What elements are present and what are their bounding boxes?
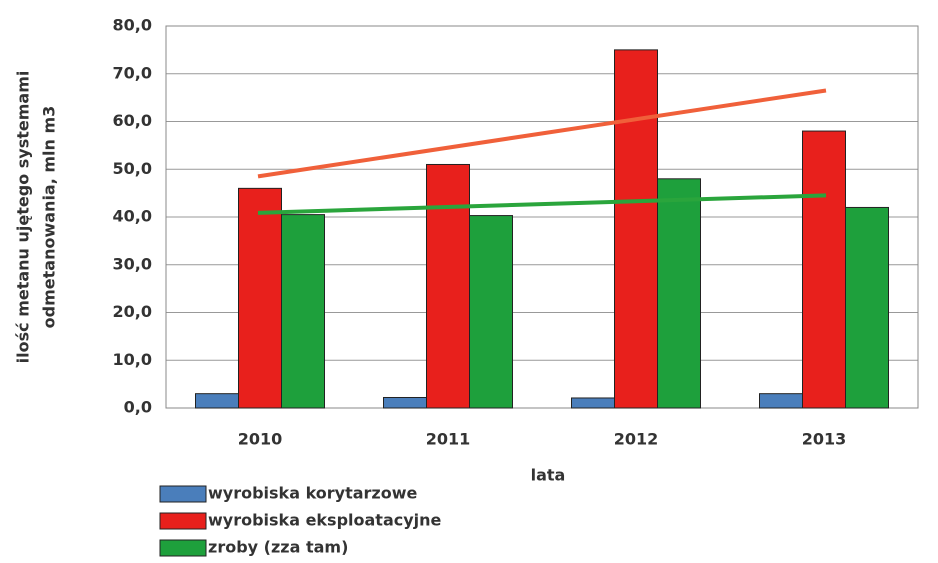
bar bbox=[426, 163, 470, 409]
bar bbox=[238, 187, 282, 409]
legend-label: wyrobiska eksploatacyjne bbox=[208, 511, 442, 530]
y-tick-label: 30,0 bbox=[113, 254, 152, 273]
x-tick-label: 2011 bbox=[426, 430, 471, 449]
bar bbox=[759, 393, 803, 409]
trend-line bbox=[257, 193, 827, 215]
legend-swatch bbox=[159, 485, 207, 503]
bar bbox=[845, 206, 889, 409]
y-tick-label: 60,0 bbox=[113, 111, 152, 130]
y-tick-label: 0,0 bbox=[124, 398, 152, 417]
x-tick-label: 2010 bbox=[238, 430, 283, 449]
y-tick-label: 40,0 bbox=[113, 207, 152, 226]
y-tick-label: 50,0 bbox=[113, 159, 152, 178]
bar bbox=[571, 397, 615, 409]
bar bbox=[802, 130, 846, 409]
y-axis-title: odmetanowania, mln m3 bbox=[40, 106, 59, 329]
x-axis-title: lata bbox=[531, 466, 566, 485]
bar bbox=[383, 396, 427, 409]
y-tick-label: 20,0 bbox=[113, 302, 152, 321]
bar bbox=[469, 215, 513, 409]
x-tick-label: 2012 bbox=[614, 430, 659, 449]
trend-line bbox=[257, 88, 827, 179]
legend-swatch bbox=[159, 512, 207, 530]
plot-frame bbox=[165, 25, 919, 409]
y-tick-label: 80,0 bbox=[113, 16, 152, 35]
legend-label: wyrobiska korytarzowe bbox=[208, 484, 418, 503]
bar bbox=[281, 214, 325, 409]
bar bbox=[657, 178, 701, 409]
y-axis-title: ilość metanu ujętego systemami bbox=[14, 71, 33, 364]
bar bbox=[195, 393, 239, 409]
x-tick-label: 2013 bbox=[802, 430, 847, 449]
legend-swatch bbox=[159, 539, 207, 557]
bar bbox=[614, 49, 658, 409]
y-tick-label: 10,0 bbox=[113, 350, 152, 369]
y-tick-label: 70,0 bbox=[113, 63, 152, 82]
legend-label: zroby (zza tam) bbox=[208, 538, 348, 557]
